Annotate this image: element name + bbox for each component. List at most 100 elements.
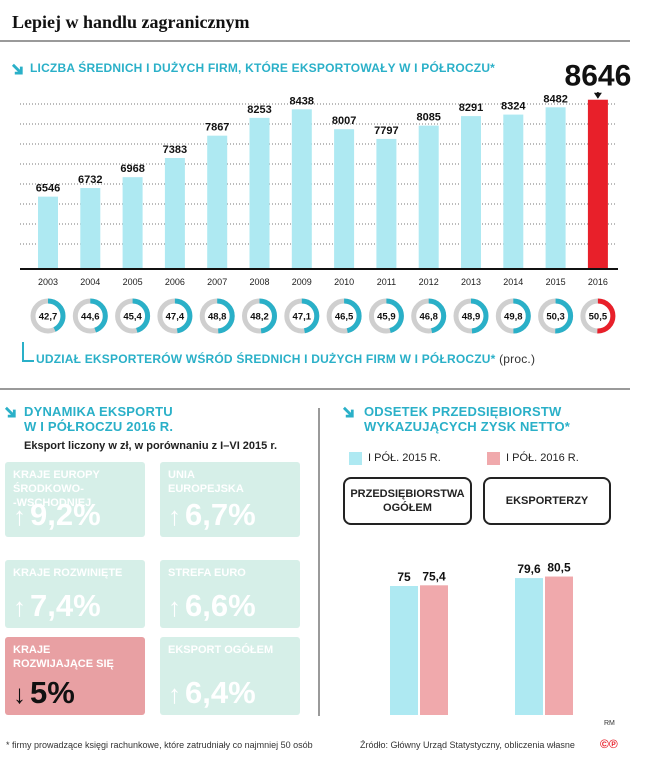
arrow-up-icon: ↑ <box>13 592 26 622</box>
x-tick-label: 2005 <box>123 277 143 287</box>
arrow-up-icon: ↑ <box>168 679 181 709</box>
bar-value: 8482 <box>543 93 567 105</box>
donut-value: 50,5 <box>589 312 608 323</box>
arrow-down-right-icon <box>343 406 354 418</box>
profit-bar <box>390 586 418 715</box>
callout-arrowhead <box>593 92 602 99</box>
bar-value: 7383 <box>163 144 187 156</box>
donut-value: 42,7 <box>39 312 58 323</box>
profit-chart: 75 75,4 79,6 80,5 <box>390 561 573 715</box>
bar-value: 8085 <box>416 112 440 124</box>
export-tile-label: KRAJE EUROPY ŚRODKOWO- -WSCHODNIEJ <box>13 468 100 510</box>
x-tick-label: 2004 <box>80 277 100 287</box>
export-tile: KRAJE ROZWINIĘTE ↑ 7,4% <box>5 560 145 628</box>
bar <box>587 99 608 268</box>
export-tile-value: ↑ 6,4% <box>168 675 256 711</box>
arrow-down-icon: ↓ <box>13 679 26 709</box>
export-tile: STREFA EURO ↑ 6,6% <box>160 560 300 628</box>
bar-value: 7867 <box>205 122 229 134</box>
profit-heading-l1: ODSETEK PRZEDSIĘBIORSTW <box>364 404 562 419</box>
publisher-logo: ©℗ <box>600 737 618 751</box>
donut-value: 45,9 <box>377 312 396 323</box>
x-tick-label: 2007 <box>207 277 227 287</box>
x-tick-label: 2014 <box>503 277 523 287</box>
donut-arc <box>368 298 404 334</box>
profit-bar-value: 79,6 <box>517 562 541 576</box>
profit-bar <box>515 578 543 715</box>
donut-value: 47,1 <box>293 312 312 323</box>
legend-swatch-2015 <box>349 452 362 465</box>
donut-arc <box>157 298 193 334</box>
export-tile: KRAJE EUROPY ŚRODKOWO- -WSCHODNIEJ ↑ 9,2% <box>5 462 145 537</box>
bar <box>164 158 185 268</box>
group-box-exporters: EKSPORTERZY <box>483 477 611 525</box>
bar-value: 7797 <box>374 125 398 137</box>
export-tile-number: 6,4% <box>185 675 256 710</box>
export-dynamics-heading-l1: DYNAMIKA EKSPORTU <box>24 404 173 419</box>
arrow-up-icon: ↑ <box>13 501 26 531</box>
export-tile-label-line: KRAJE ROZWINIĘTE <box>13 567 123 579</box>
x-tick-label: 2010 <box>334 277 354 287</box>
export-dynamics-heading: DYNAMIKA EKSPORTU W I PÓŁROCZU 2016 R. <box>24 404 173 434</box>
donut-arc <box>115 298 151 334</box>
bar <box>80 188 101 268</box>
export-tile-number: 7,4% <box>30 588 101 623</box>
donut-value: 50,3 <box>546 312 565 323</box>
author-initials: RM <box>604 720 615 727</box>
export-tile-number: 5% <box>30 675 75 710</box>
bar-value: 8007 <box>332 115 356 127</box>
arrow-up-icon: ↑ <box>168 592 181 622</box>
legend-label-2016: I PÓŁ. 2016 R. <box>506 452 579 464</box>
export-dynamics-subtitle: Eksport liczony w zł, w porównaniu z I–V… <box>24 440 278 452</box>
group-box-all-firms-l2: OGÓŁEM <box>383 502 432 514</box>
donut-arc <box>580 298 616 334</box>
export-tile-label: EKSPORT OGÓŁEM <box>168 643 273 657</box>
bar <box>291 109 312 268</box>
export-tile-label-line: KRAJE <box>13 644 51 656</box>
export-tile-label-line: STREFA EURO <box>168 567 246 579</box>
donut-value: 48,9 <box>462 312 481 323</box>
arrow-down-right-icon <box>12 63 23 75</box>
donut-value: 44,6 <box>81 312 100 323</box>
x-tick-label: 2015 <box>546 277 566 287</box>
donut-value: 48,8 <box>208 312 227 323</box>
export-tile-label: UNIA EUROPEJSKA <box>168 468 244 496</box>
profit-bar <box>545 576 573 715</box>
divider-middle <box>0 388 630 390</box>
export-tile: UNIA EUROPEJSKA ↑ 6,7% <box>160 462 300 537</box>
export-tile-label: STREFA EURO <box>168 566 246 580</box>
export-tile-label-line: ŚRODKOWO- <box>13 483 84 495</box>
donut-arc <box>284 298 320 334</box>
bar <box>376 138 397 268</box>
legend-swatch-2016 <box>487 452 500 465</box>
bar-value: 8291 <box>459 102 483 114</box>
bar-value: 8324 <box>501 101 526 113</box>
donut-arc <box>242 298 277 334</box>
export-tile-number: 9,2% <box>30 497 101 532</box>
bar <box>122 177 143 268</box>
donut-arc <box>199 298 235 334</box>
export-tile-value: ↓ 5% <box>13 675 75 711</box>
donut-value: 46,5 <box>335 312 354 323</box>
source-note: Źródło: Główny Urząd Statystyczny, oblic… <box>360 740 575 750</box>
x-tick-label: 2008 <box>249 277 269 287</box>
donut-arc <box>326 298 362 334</box>
export-tile-label-line: EUROPEJSKA <box>168 483 244 495</box>
bar <box>334 129 355 268</box>
arrow-down-right-icon <box>5 406 16 418</box>
profit-heading: ODSETEK PRZEDSIĘBIORSTW WYKAZUJĄCYCH ZYS… <box>364 404 570 434</box>
bar-value: 6732 <box>78 174 102 186</box>
profit-bar-value: 75 <box>397 570 411 584</box>
export-tile: KRAJE ROZWIJAJĄCE SIĘ ↓ 5% <box>5 637 145 715</box>
export-tile-value: ↑ 6,6% <box>168 588 256 624</box>
profit-bar-value: 80,5 <box>547 561 571 575</box>
profit-bar-value: 75,4 <box>422 569 446 583</box>
x-tick-label: 2006 <box>165 277 185 287</box>
bar <box>418 125 439 268</box>
export-tile-label-line: KRAJE EUROPY <box>13 469 100 481</box>
donut-arc <box>538 298 574 334</box>
profit-heading-l2: WYKAZUJĄCYCH ZYSK NETTO* <box>364 419 571 434</box>
bar-value: 8253 <box>247 104 271 116</box>
export-tile-value: ↑ 7,4% <box>13 588 101 624</box>
bar <box>461 116 481 268</box>
